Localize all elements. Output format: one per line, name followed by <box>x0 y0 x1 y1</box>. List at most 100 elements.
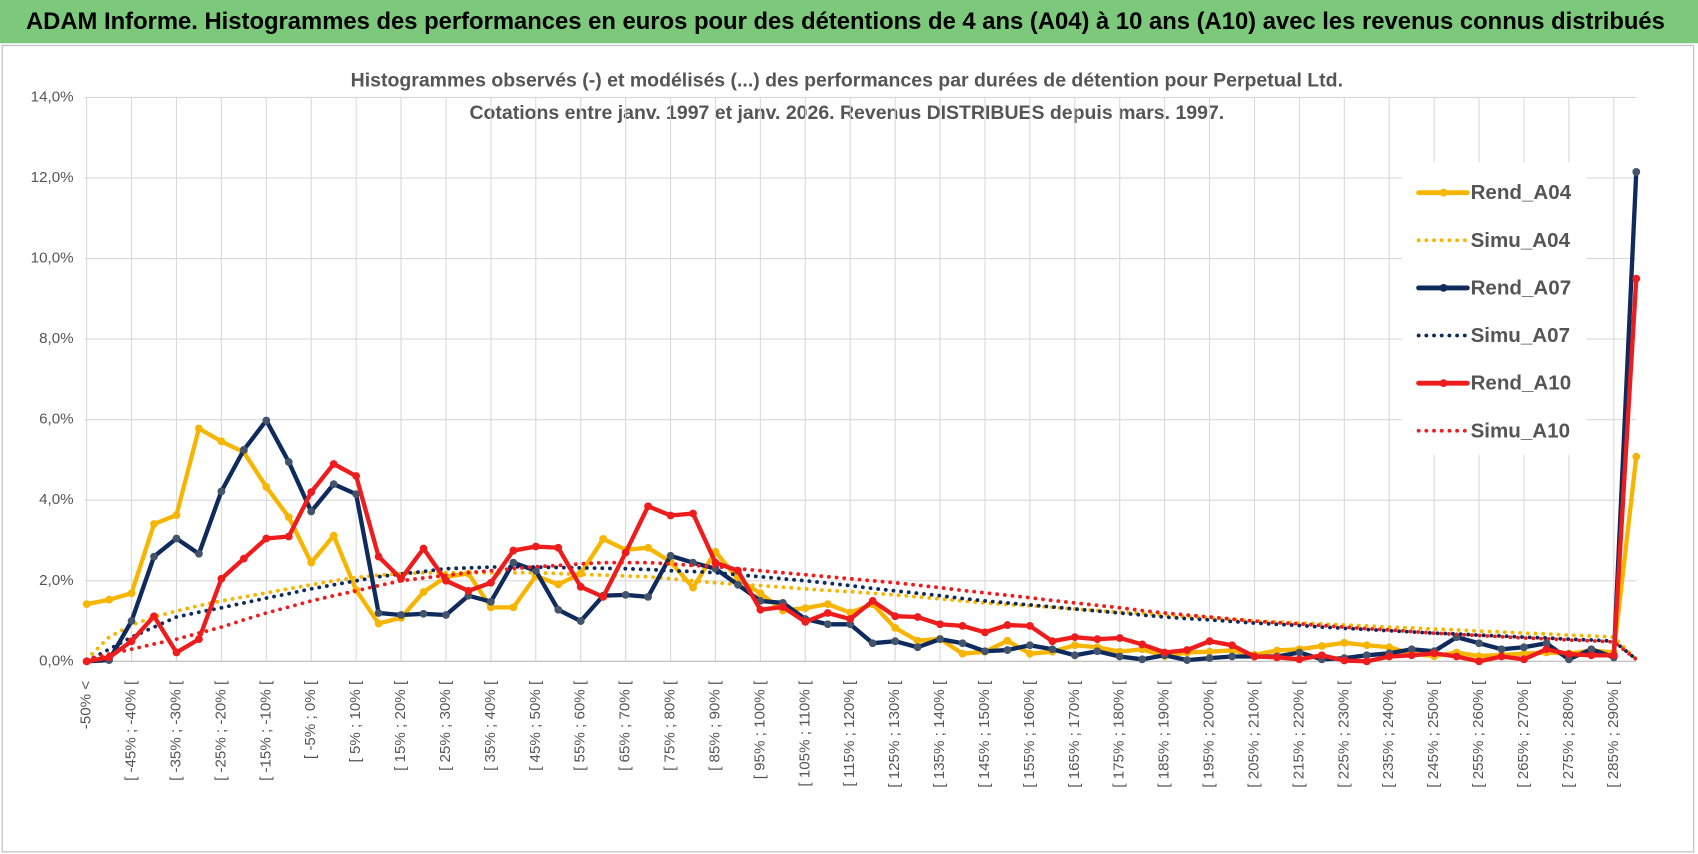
point <box>1228 652 1236 661</box>
point <box>1385 643 1394 652</box>
point <box>756 605 765 614</box>
point <box>1025 649 1034 658</box>
point <box>172 511 181 520</box>
point <box>1025 641 1034 650</box>
x-tick-label: [ 45% ; 50% [ <box>527 680 544 771</box>
x-tick-label: [ 115% ; 120% [ <box>841 680 858 787</box>
x-tick-label: [ 285% ; 290% [ <box>1605 680 1622 788</box>
point <box>307 558 316 567</box>
x-tick-label: [ 125% ; 130% [ <box>886 680 903 788</box>
point <box>486 597 495 606</box>
point <box>554 543 563 552</box>
point <box>1452 633 1461 642</box>
point <box>262 534 271 543</box>
point <box>397 611 405 619</box>
point <box>442 611 450 619</box>
point <box>1295 655 1304 664</box>
point <box>1407 645 1416 654</box>
x-tick-label: [ 145% ; 150% [ <box>976 680 993 788</box>
point <box>307 488 316 497</box>
x-tick-label: [ 5% ; 10% [ <box>347 680 364 762</box>
point <box>981 647 989 656</box>
x-tick-label: [ 275% ; 280% [ <box>1560 680 1577 788</box>
x-tick-label: [ -45% ; -40% [ <box>123 680 140 781</box>
point <box>599 592 608 601</box>
point <box>1048 637 1057 646</box>
point <box>352 490 361 499</box>
point <box>239 445 248 454</box>
point <box>1520 643 1528 652</box>
y-tick-label: 10,0% <box>31 250 74 267</box>
point <box>913 613 922 621</box>
point <box>1003 621 1012 629</box>
point <box>464 586 473 595</box>
point <box>1205 654 1214 663</box>
point <box>1497 652 1506 661</box>
point <box>262 483 271 491</box>
point <box>419 609 428 618</box>
y-tick-label: 2,0% <box>39 572 74 589</box>
point <box>1070 633 1079 642</box>
point <box>1183 646 1192 654</box>
point <box>1565 650 1573 658</box>
x-tick-label: [ 85% ; 90% [ <box>706 680 723 771</box>
point <box>1385 652 1394 661</box>
point <box>329 531 338 540</box>
x-tick-label: [ 175% ; 180% [ <box>1111 680 1128 788</box>
x-tick-label: [ 105% ; 110% [ <box>796 680 813 787</box>
point <box>1138 655 1147 664</box>
point <box>958 639 967 648</box>
point <box>1340 638 1349 647</box>
point <box>756 589 765 598</box>
point <box>958 621 967 630</box>
chart-title: Histogrammes observés (-) et modélisés (… <box>351 69 1343 91</box>
point <box>1295 648 1304 657</box>
point <box>195 635 203 644</box>
point <box>666 511 675 520</box>
x-tick-label: [ 195% ; 200% [ <box>1201 680 1218 788</box>
point <box>1362 651 1371 660</box>
point <box>958 649 967 658</box>
point <box>284 513 293 522</box>
point <box>868 597 877 605</box>
point <box>801 604 810 613</box>
point <box>1183 656 1192 665</box>
point <box>1003 646 1012 654</box>
point <box>217 487 226 496</box>
x-tick-label: [ 155% ; 160% [ <box>1021 680 1038 788</box>
point <box>127 617 136 625</box>
point <box>576 582 585 591</box>
point <box>1048 645 1057 654</box>
point <box>554 580 563 589</box>
point <box>846 615 855 623</box>
point <box>307 507 316 516</box>
x-tick-label: -50% < <box>78 681 95 730</box>
point <box>284 458 293 466</box>
point <box>913 643 922 652</box>
point <box>1362 657 1371 666</box>
grid: 0,0% 2,0% 4,0% 6,0% 8,0% 10,0% 12,0% 14,0% -50% … <box>31 88 1637 788</box>
point <box>352 472 361 480</box>
observed-line <box>84 169 1639 664</box>
point <box>1609 651 1618 660</box>
point <box>1407 651 1416 660</box>
plot-area <box>82 168 1641 666</box>
legend-label: Simu_A04 <box>1471 229 1571 252</box>
header-bar <box>0 0 1698 44</box>
x-tick-label: [ 25% ; 30% [ <box>437 680 454 771</box>
x-tick-label: [ 75% ; 80% [ <box>662 680 679 771</box>
point <box>105 595 113 604</box>
point <box>1317 642 1326 650</box>
point <box>1003 636 1012 645</box>
point <box>823 600 832 609</box>
point <box>981 628 989 637</box>
point <box>1475 639 1483 648</box>
point <box>1138 640 1147 649</box>
point <box>1070 641 1079 650</box>
x-tick-label: [ -5% ; 0% [ <box>302 680 319 759</box>
point <box>1475 657 1483 666</box>
point <box>1025 621 1034 630</box>
point <box>1430 649 1439 658</box>
